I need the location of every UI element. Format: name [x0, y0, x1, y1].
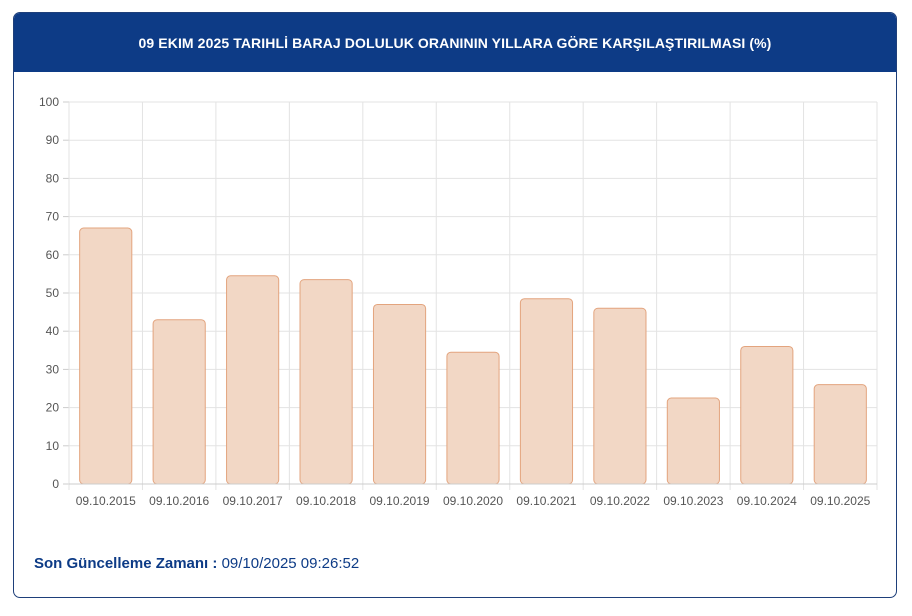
bar-09.10.2021	[519, 298, 574, 485]
y-tick-label: 0	[52, 477, 59, 491]
bar-09.10.2018	[299, 279, 353, 485]
bar-09.10.2015	[79, 227, 133, 485]
chart-card: 09 EKIM 2025 TARIHLİ BARAJ DOLULUK ORANI…	[13, 12, 897, 598]
y-tick-label: 50	[46, 286, 60, 300]
last-update-label: Son Güncelleme Zamanı :	[34, 555, 218, 572]
x-tick-label: 09.10.2022	[590, 494, 650, 508]
y-tick-label: 20	[46, 401, 60, 415]
chart-area: 0 10 20 30 40 50 60 70 80 90 100 09.10.2015 09.10.20…	[14, 72, 896, 542]
y-tick-label: 40	[46, 324, 60, 338]
bar-chart: 0 10 20 30 40 50 60 70 80 90 100 09.10.2015 09.10.20…	[39, 95, 878, 508]
y-tick-label: 100	[39, 95, 59, 109]
chart-title: 09 EKIM 2025 TARIHLİ BARAJ DOLULUK ORANI…	[14, 13, 896, 72]
y-tick-label: 10	[46, 439, 60, 453]
x-tick-label: 09.10.2024	[737, 494, 797, 508]
last-update-timestamp: 09/10/2025 09:26:52	[221, 555, 360, 572]
y-tick-label: 70	[46, 210, 60, 224]
bar-09.10.2024	[740, 345, 794, 485]
x-tick-label: 09.10.2019	[370, 494, 430, 508]
x-tick-label: 09.10.2021	[516, 494, 576, 508]
bar-09.10.2019	[372, 303, 427, 485]
x-tick-label: 09.10.2017	[223, 494, 283, 508]
x-tick-label: 09.10.2018	[296, 494, 356, 508]
bar-09.10.2020	[446, 351, 500, 485]
bar-09.10.2022	[593, 307, 647, 485]
y-tick-label: 60	[46, 248, 60, 262]
last-update: Son Güncelleme Zamanı : 09/10/2025 09:26…	[34, 555, 359, 572]
bar-09.10.2016	[152, 319, 206, 485]
x-tick-label: 09.10.2023	[663, 494, 723, 508]
x-tick-label: 09.10.2016	[149, 494, 209, 508]
x-tick-label: 09.10.2025	[810, 494, 870, 508]
y-tick-label: 90	[46, 133, 60, 147]
y-tick-label: 80	[46, 171, 60, 185]
x-tick-label: 09.10.2015	[76, 494, 136, 508]
x-tick-label: 09.10.2020	[443, 494, 503, 508]
bar-09.10.2017	[226, 275, 280, 485]
bar-09.10.2023	[666, 397, 720, 485]
y-tick-label: 30	[46, 362, 60, 376]
bar-09.10.2025	[813, 384, 867, 485]
